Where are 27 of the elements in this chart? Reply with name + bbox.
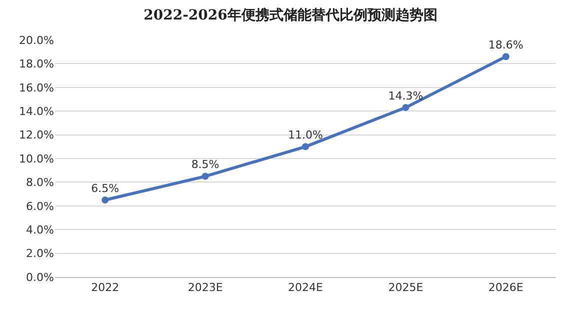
data-label: 14.3% — [388, 89, 424, 102]
data-label: 8.5% — [191, 158, 220, 172]
y-tick-label: 2.0% — [26, 247, 54, 260]
x-tick-label: 2024E — [288, 281, 324, 294]
y-tick-label: 16.0% — [19, 81, 54, 94]
point — [502, 53, 510, 60]
x-tick-label: 2026E — [488, 281, 524, 294]
point — [202, 172, 209, 180]
y-tick-label: 20.0% — [19, 34, 54, 47]
y-tick-label: 18.0% — [19, 58, 54, 71]
x-tick-label: 2022 — [91, 281, 120, 294]
x-tick-label: 2023E — [188, 281, 223, 294]
y-tick-label: 14.0% — [19, 104, 54, 118]
y-tick-label: 8.0% — [26, 176, 54, 190]
y-tick-label: 6.0% — [26, 200, 54, 213]
data-label: 6.5% — [91, 182, 120, 195]
data-label: 18.6% — [488, 38, 524, 52]
point — [402, 104, 410, 112]
chart-title: 2022-2026年便携式储能替代比例预测趋势图 — [144, 6, 438, 24]
y-tick-label: 0.0% — [26, 270, 54, 284]
x-tick-label: 2025E — [388, 281, 424, 294]
y-tick-label: 4.0% — [26, 223, 54, 236]
point — [302, 143, 309, 150]
y-tick-label: 12.0% — [19, 128, 54, 142]
y-tick-label: 10.0% — [19, 152, 54, 166]
data-label: 11.0% — [288, 128, 323, 142]
point — [102, 196, 109, 204]
